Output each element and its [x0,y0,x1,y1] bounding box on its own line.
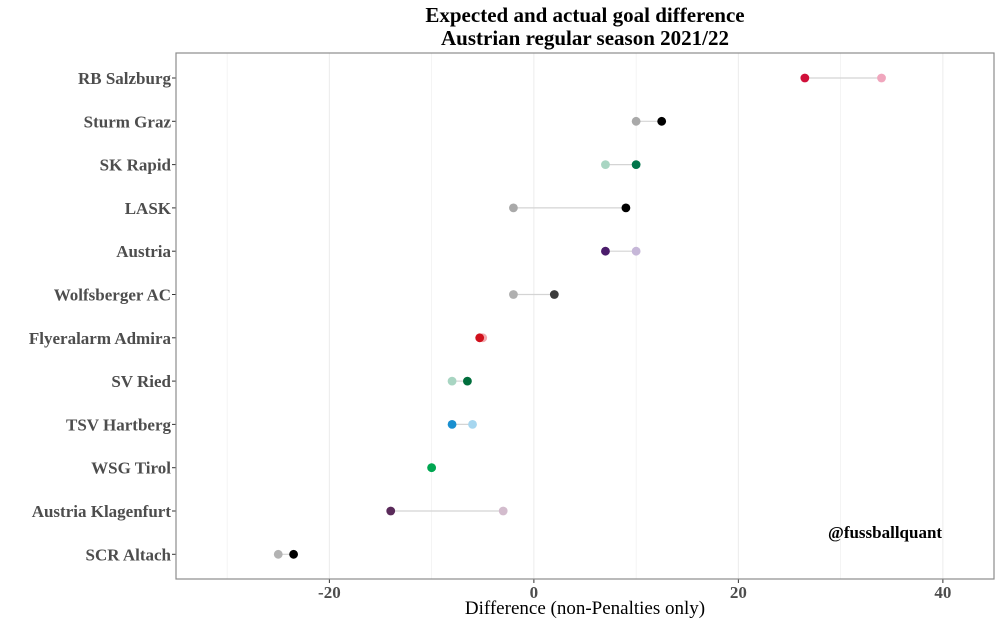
y-tick-label: SCR Altach [86,545,172,564]
point-actual [447,420,457,429]
y-axis: RB Salzburg Sturm Graz SK Rapid LASK Austria… [29,69,176,564]
point-actual [475,333,485,343]
x-axis-label: Difference (non-Penalties only) [464,598,706,619]
point-actual [289,549,298,559]
point-actual [427,463,437,473]
y-tick-label: TSV Hartberg [66,415,171,434]
y-tick-label: Austria Klagenfurt [32,502,172,521]
points [273,73,886,559]
point-expected [631,246,641,256]
point-actual [463,376,472,386]
point-expected [601,160,610,170]
grid-lines [226,53,944,579]
point-actual [601,246,610,256]
plot-panel [176,53,994,579]
point-actual [800,73,810,83]
point-actual [621,203,631,213]
x-tick-label: 20 [730,583,747,602]
y-tick-label: Wolfsberger AC [54,286,171,305]
point-actual [631,160,641,170]
point-expected [509,203,518,213]
point-expected [447,376,457,386]
y-tick-label: RB Salzburg [78,69,172,88]
point-expected [273,549,283,559]
point-expected [877,73,886,83]
chart-title-line2: Austrian regular season 2021/22 [441,26,729,50]
y-tick-label: Austria [116,242,171,261]
y-tick-label: Sturm Graz [84,112,172,131]
x-tick-label: 0 [530,583,539,602]
x-tick-label: 40 [934,583,951,602]
point-actual [549,290,559,299]
point-expected [509,290,518,299]
y-tick-label: Flyeralarm Admira [29,329,172,348]
x-tick-label: -20 [318,583,341,602]
point-actual [386,506,396,516]
y-tick-label: SK Rapid [100,156,172,175]
y-tick-label: WSG Tirol [91,459,171,478]
point-expected [498,506,508,516]
chart-title-line1: Expected and actual goal difference [425,3,745,27]
point-expected [631,116,641,126]
y-tick-label: SV Ried [111,372,171,391]
point-actual [657,116,667,126]
plot-panel-border [175,52,995,580]
y-tick-label: LASK [125,199,172,218]
watermark: @fussballquant [828,523,943,542]
x-axis: -20 0 20 40 [318,579,951,602]
point-expected [468,420,477,429]
